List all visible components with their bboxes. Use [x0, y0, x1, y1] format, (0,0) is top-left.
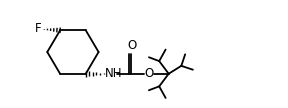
Text: NH: NH	[105, 67, 122, 80]
Text: O: O	[128, 39, 137, 52]
Text: F: F	[35, 22, 41, 35]
Text: O: O	[144, 67, 154, 80]
